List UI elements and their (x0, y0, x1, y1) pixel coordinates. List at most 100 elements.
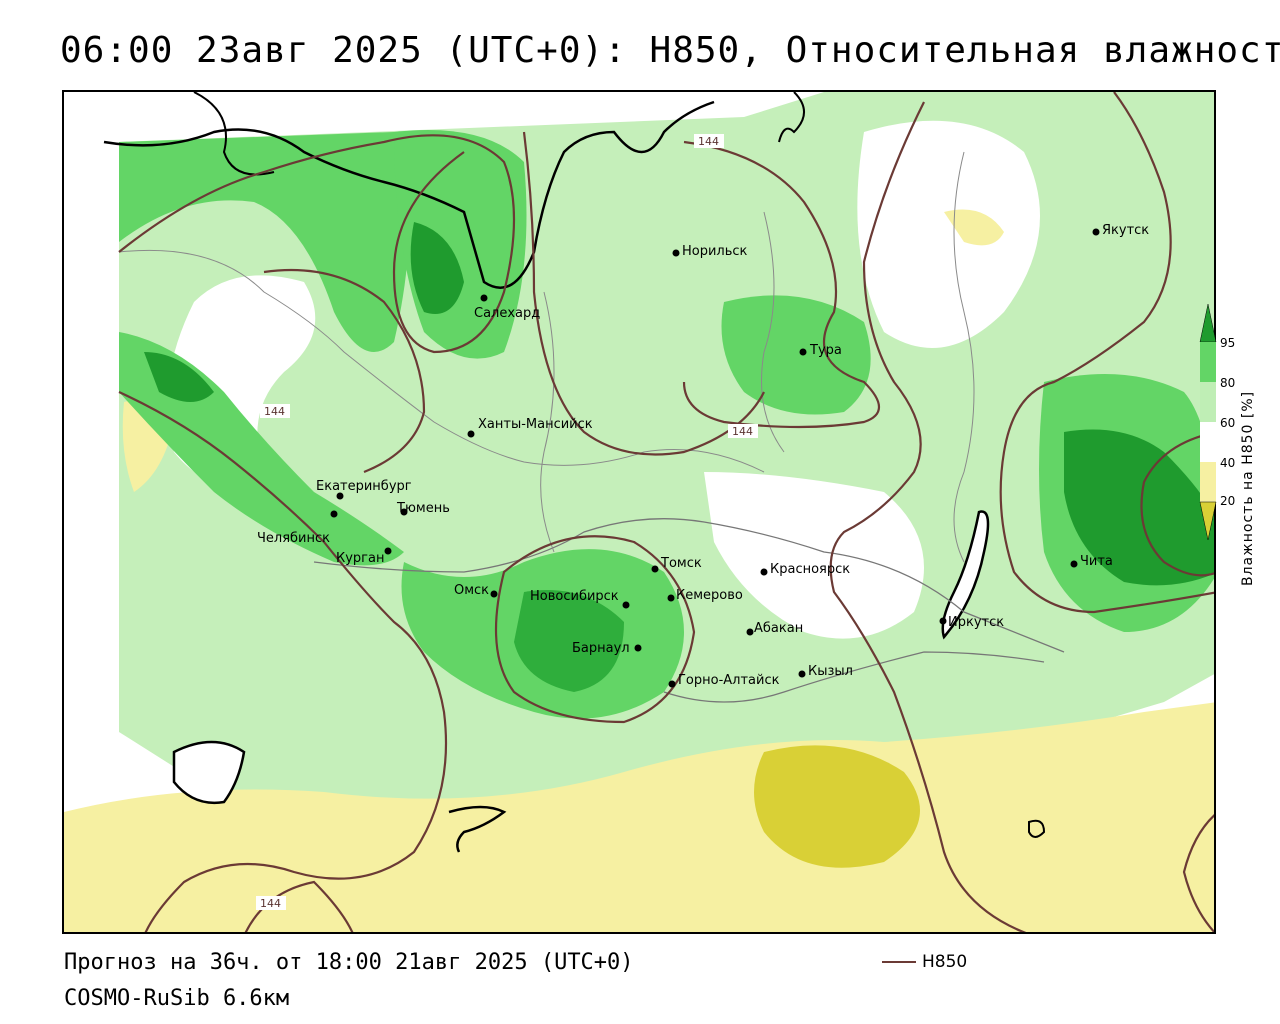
colorbar-tick: 40 (1220, 456, 1236, 470)
contour-label: 144 (264, 405, 285, 418)
forecast-map[interactable]: 144 144 144 144 Якутск Норильск Салехард… (62, 90, 1216, 934)
city-marker[interactable] (480, 294, 488, 302)
colorbar-tick: 20 (1220, 494, 1236, 508)
contour-label: 144 (698, 135, 719, 148)
city-marker[interactable] (799, 348, 807, 356)
city-label-khanty-mansiysk: Ханты-Мансийск (478, 417, 593, 432)
city-label-norilsk: Норильск (682, 244, 748, 259)
contour-label-box (260, 404, 290, 418)
city-marker[interactable] (490, 590, 498, 598)
humidity-zone-medium (857, 120, 1040, 348)
model-name: COSMO-RuSib 6.6км (64, 986, 290, 1011)
colorbar-segment-60 (1200, 422, 1216, 462)
city-label-yakutsk: Якутск (1102, 223, 1149, 238)
humidity-zone-saturated (514, 590, 624, 692)
h850-contour-line (1182, 814, 1214, 932)
colorbar-segment-80 (1200, 382, 1216, 422)
city-marker[interactable] (651, 565, 659, 573)
colorbar-title: Влажность на H850 [%] (1240, 390, 1256, 586)
contour-label-box (694, 134, 724, 148)
h850-contour-line (522, 131, 765, 456)
admin-border (761, 211, 785, 453)
city-marker[interactable] (667, 594, 675, 602)
city-marker[interactable] (1092, 228, 1100, 236)
city-marker[interactable] (400, 508, 408, 516)
city-marker[interactable] (939, 617, 947, 625)
city-marker[interactable] (760, 568, 768, 576)
caspian-sea (172, 740, 246, 805)
city-marker[interactable] (1070, 560, 1078, 568)
forecast-info: Прогноз на 36ч. от 18:00 21авг 2025 (UTC… (64, 950, 634, 975)
city-label-tomsk: Томск (660, 556, 702, 571)
contour-labels: 144 144 144 144 (256, 134, 758, 910)
h850-contour-line (999, 92, 1214, 614)
city-label-abakan: Абакан (754, 621, 803, 636)
city-label-chita: Чита (1080, 554, 1113, 569)
map-title: 06:00 23авг 2025 (UTC+0): H850, Относите… (60, 30, 1280, 71)
city-marker[interactable] (622, 601, 630, 609)
city-marker[interactable] (330, 510, 338, 518)
admin-border (953, 151, 975, 563)
city-marker[interactable] (467, 430, 475, 438)
city-marker[interactable] (634, 644, 642, 652)
legend-line-swatch (882, 961, 916, 963)
humidity-zone-dry (944, 209, 1004, 246)
colorbar-tick: 95 (1220, 336, 1236, 350)
colorbar-segment-40 (1200, 462, 1216, 502)
humidity-zone-very-dry (754, 745, 920, 868)
map-canvas: 144 144 144 144 Якутск Норильск Салехард… (64, 92, 1214, 932)
city-markers: Якутск Норильск Салехард Тура Ханты-Манс… (257, 223, 1149, 688)
city-label-novosibirsk: Новосибирск (530, 589, 619, 604)
city-label-tura: Тура (809, 343, 842, 358)
city-label-kyzyl: Кызыл (808, 664, 853, 679)
lake-baikal (941, 510, 990, 640)
city-label-yekaterinburg: Екатеринбург (316, 479, 412, 494)
legend-label: H850 (922, 952, 968, 972)
humidity-zone-saturated (1064, 429, 1214, 586)
contour-label: 144 (260, 897, 281, 910)
city-label-krasnoyarsk: Красноярск (770, 562, 850, 577)
city-label-gorno-altaysk: Горно-Алтайск (678, 673, 780, 688)
humidity-zone-wet (721, 295, 871, 415)
h850-contour-line (1140, 431, 1214, 577)
city-marker[interactable] (798, 670, 806, 678)
city-label-barnaul: Барнаул (572, 641, 630, 656)
city-marker[interactable] (746, 628, 754, 636)
country-border (313, 518, 1065, 653)
contour-label: 144 (732, 425, 753, 438)
h850-contour-line (118, 134, 516, 354)
coastline (103, 100, 715, 289)
city-label-salekhard: Салехард (474, 306, 540, 321)
colorbar-tick: 80 (1220, 376, 1236, 390)
colorbar-segment-95 (1200, 342, 1216, 382)
colorbar-top-arrow (1199, 303, 1217, 343)
humidity-colorbar (1199, 303, 1217, 541)
contour-legend: H850 (882, 952, 967, 972)
city-label-chelyabinsk: Челябинск (257, 531, 330, 546)
lake (1028, 819, 1046, 838)
h850-contour-line (682, 140, 881, 429)
contour-label-box (256, 896, 286, 910)
lake-balkhash (448, 805, 507, 853)
city-marker[interactable] (672, 249, 680, 257)
city-label-kurgan: Курган (336, 551, 384, 566)
coastline (778, 92, 805, 143)
city-marker[interactable] (336, 492, 344, 500)
humidity-zone-wet (119, 132, 409, 352)
humidity-zone-dry (64, 702, 1214, 932)
city-label-omsk: Омск (454, 583, 489, 598)
humidity-zone-saturated (144, 352, 214, 402)
h850-contour-line (244, 880, 354, 932)
humidity-zone-medium (704, 472, 924, 639)
city-label-irkutsk: Иркутск (948, 615, 1004, 630)
colorbar-tick: 60 (1220, 416, 1236, 430)
city-marker[interactable] (384, 547, 392, 555)
h850-contour-line (263, 268, 426, 474)
city-label-tyumen: Тюмень (396, 501, 450, 516)
h850-contour-line (118, 391, 448, 932)
admin-border (118, 249, 765, 473)
colorbar-bottom-arrow (1199, 501, 1217, 541)
h850-contours (118, 92, 1214, 932)
city-marker[interactable] (668, 680, 676, 688)
humidity-zone-saturated (410, 222, 464, 314)
